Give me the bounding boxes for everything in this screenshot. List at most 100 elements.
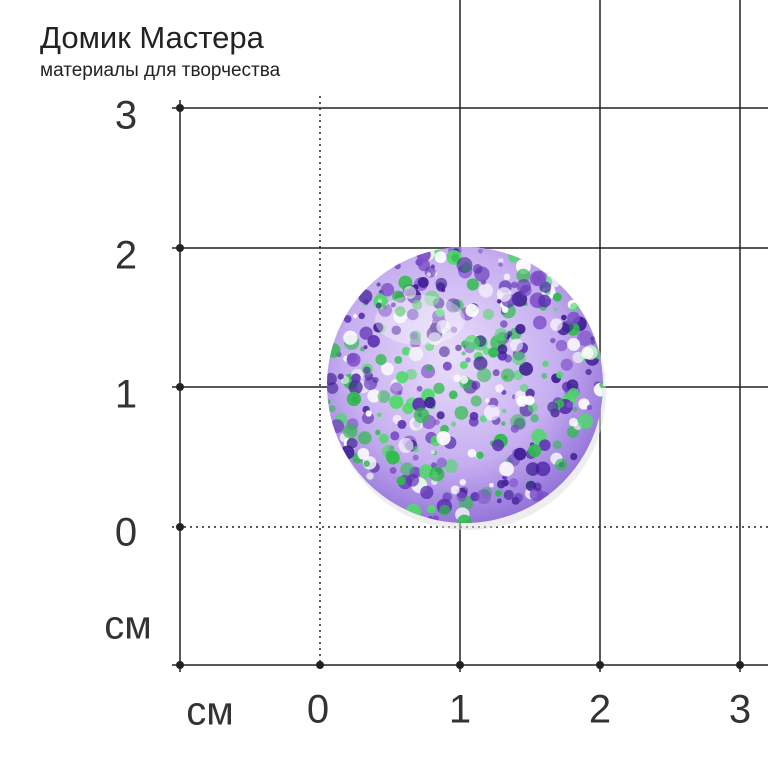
bead-spot bbox=[395, 371, 409, 384]
bead-spot bbox=[390, 302, 396, 308]
bead-spot bbox=[476, 489, 492, 505]
bead-spot bbox=[396, 476, 406, 486]
bead-spot bbox=[467, 448, 477, 458]
bead-spot bbox=[435, 307, 445, 317]
bead-spot bbox=[538, 294, 551, 308]
bead-spot bbox=[450, 326, 458, 333]
bead-spot bbox=[497, 344, 508, 355]
dot bbox=[736, 661, 744, 669]
y-unit: см bbox=[104, 604, 152, 648]
bead-spot bbox=[439, 504, 451, 516]
bead-spot bbox=[346, 353, 358, 364]
bead-spot bbox=[515, 323, 526, 335]
bead-spot bbox=[456, 257, 473, 274]
bead-spot bbox=[492, 369, 500, 377]
bead-spot bbox=[375, 429, 381, 436]
bead-spot bbox=[566, 401, 574, 408]
bead-spot bbox=[482, 308, 495, 320]
bead-spot bbox=[352, 313, 358, 319]
bead-spot bbox=[394, 262, 401, 270]
bead-spot bbox=[483, 404, 500, 421]
dot bbox=[176, 383, 184, 391]
bead-spot bbox=[376, 282, 381, 287]
bead-spot bbox=[392, 290, 404, 302]
bead-spot bbox=[465, 357, 471, 363]
bead-spot bbox=[417, 276, 429, 288]
bead-spot bbox=[468, 416, 479, 427]
bead-spot bbox=[426, 504, 436, 514]
bead-spot bbox=[412, 299, 423, 310]
bead-spot bbox=[380, 283, 395, 297]
bead-spot bbox=[389, 466, 397, 474]
bead-spot bbox=[538, 439, 551, 451]
bead-spot bbox=[566, 379, 579, 392]
bead-spot bbox=[416, 385, 423, 392]
bead-spot bbox=[473, 356, 488, 371]
x-label: 3 bbox=[729, 688, 751, 732]
bead-spot bbox=[517, 263, 522, 268]
bead-spot bbox=[503, 273, 511, 281]
bead-spot bbox=[434, 251, 447, 264]
bead-spot bbox=[412, 446, 419, 453]
bead-spot bbox=[327, 399, 331, 405]
dot bbox=[176, 244, 184, 252]
bead-spot bbox=[348, 380, 363, 395]
bead-spot bbox=[450, 485, 460, 495]
bead-spot bbox=[498, 258, 504, 264]
bead-spot bbox=[508, 251, 520, 263]
bead-spot bbox=[456, 491, 467, 502]
bead-spot bbox=[585, 368, 592, 376]
bead-spot bbox=[494, 328, 508, 342]
bead-spot bbox=[346, 391, 362, 407]
bead-highlight bbox=[375, 295, 465, 345]
bead-spot bbox=[377, 390, 391, 403]
bead-spot bbox=[555, 458, 568, 471]
x-label: 2 bbox=[589, 688, 611, 732]
dot bbox=[176, 104, 184, 112]
bead-spot bbox=[430, 264, 435, 269]
bead-spot bbox=[476, 451, 484, 459]
bead-spot bbox=[358, 431, 372, 445]
bead-spot bbox=[536, 274, 542, 280]
bead-spot bbox=[403, 285, 417, 299]
dot bbox=[456, 661, 464, 669]
y-label: 1 bbox=[115, 373, 137, 417]
grid-dots bbox=[176, 104, 744, 669]
bead-spot bbox=[561, 314, 567, 321]
bead-spot bbox=[375, 292, 385, 301]
bead-spot bbox=[599, 381, 603, 389]
bead-spot bbox=[530, 414, 539, 423]
bead-spot bbox=[412, 454, 419, 461]
bead-spot bbox=[433, 382, 445, 395]
bead-spot bbox=[535, 461, 551, 477]
bead-spot bbox=[485, 398, 491, 404]
bead-spot bbox=[442, 361, 452, 371]
bead-spot bbox=[470, 395, 482, 407]
bead-spot bbox=[496, 498, 502, 504]
bead-spot bbox=[454, 405, 469, 420]
y-label: 0 bbox=[115, 511, 137, 555]
bead-spot bbox=[367, 389, 381, 403]
bead-spot bbox=[552, 440, 562, 450]
bead-spot bbox=[542, 360, 549, 367]
dot bbox=[316, 661, 324, 669]
bead-spot bbox=[380, 362, 394, 376]
bead-spot bbox=[516, 268, 531, 283]
bead-spot bbox=[499, 461, 514, 477]
bead-spot bbox=[397, 419, 407, 429]
bead-spot bbox=[438, 346, 450, 358]
bead-spot bbox=[472, 264, 483, 274]
bead-spot bbox=[525, 388, 535, 399]
bead-spot bbox=[400, 462, 415, 477]
bead-spot bbox=[342, 423, 358, 439]
bead-spot bbox=[569, 302, 579, 312]
bead-spot bbox=[500, 368, 515, 382]
bead-pattern bbox=[327, 247, 603, 523]
bead-spot bbox=[389, 394, 404, 409]
bead-spot bbox=[453, 374, 461, 382]
bead-spot bbox=[590, 336, 595, 341]
bead-spot bbox=[391, 325, 402, 336]
bead-spot bbox=[492, 439, 505, 452]
bead-spot bbox=[398, 460, 403, 465]
bead-spot bbox=[550, 337, 556, 344]
